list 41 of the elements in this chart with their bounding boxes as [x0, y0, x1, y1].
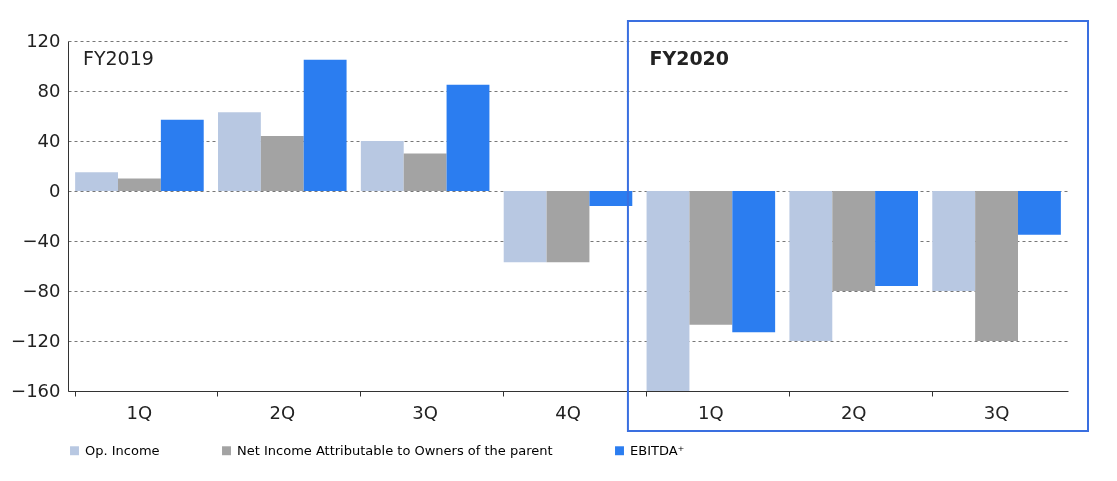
annotation: FY2020	[649, 47, 730, 69]
bar	[732, 191, 776, 333]
bar	[160, 119, 204, 191]
bar	[789, 191, 833, 341]
bar	[689, 191, 733, 325]
bar	[832, 191, 876, 291]
legend-label: EBITDA⁺	[630, 442, 685, 458]
bar	[975, 191, 1018, 341]
x-tick-label: 2Q	[269, 401, 296, 423]
bar	[589, 191, 633, 206]
y-tick-label: −80	[22, 279, 61, 301]
y-tick-label: −40	[22, 229, 61, 251]
bar	[932, 191, 976, 291]
y-tick-label: 80	[37, 79, 61, 101]
bar	[260, 136, 304, 191]
bar	[1018, 191, 1061, 235]
bar	[303, 59, 347, 191]
x-tick-label: 3Q	[983, 401, 1010, 423]
x-tick-label: 3Q	[412, 401, 438, 423]
y-tick-label: 0	[49, 179, 61, 201]
bar	[875, 191, 918, 286]
x-tick-label: 1Q	[698, 401, 724, 423]
x-tick-label: 4Q	[555, 401, 581, 423]
bar	[646, 191, 690, 391]
x-tick-label: 2Q	[840, 401, 867, 423]
bar	[446, 84, 490, 191]
y-tick-label: −120	[11, 329, 61, 351]
bar	[218, 112, 261, 191]
annotation: FY2019	[83, 47, 154, 69]
bar	[75, 172, 118, 191]
y-tick-label: 40	[37, 129, 61, 151]
y-tick-label: −160	[11, 379, 61, 401]
y-tick-label: 120	[26, 29, 61, 51]
bar	[503, 191, 547, 263]
bar	[403, 153, 447, 191]
legend-label: Op. Income	[85, 442, 160, 458]
x-tick-label: 1Q	[126, 401, 153, 423]
bar	[118, 178, 161, 191]
legend-label: Net Income Attributable to Owners of the parent	[237, 442, 553, 458]
bar	[546, 191, 590, 263]
bar	[360, 141, 404, 191]
